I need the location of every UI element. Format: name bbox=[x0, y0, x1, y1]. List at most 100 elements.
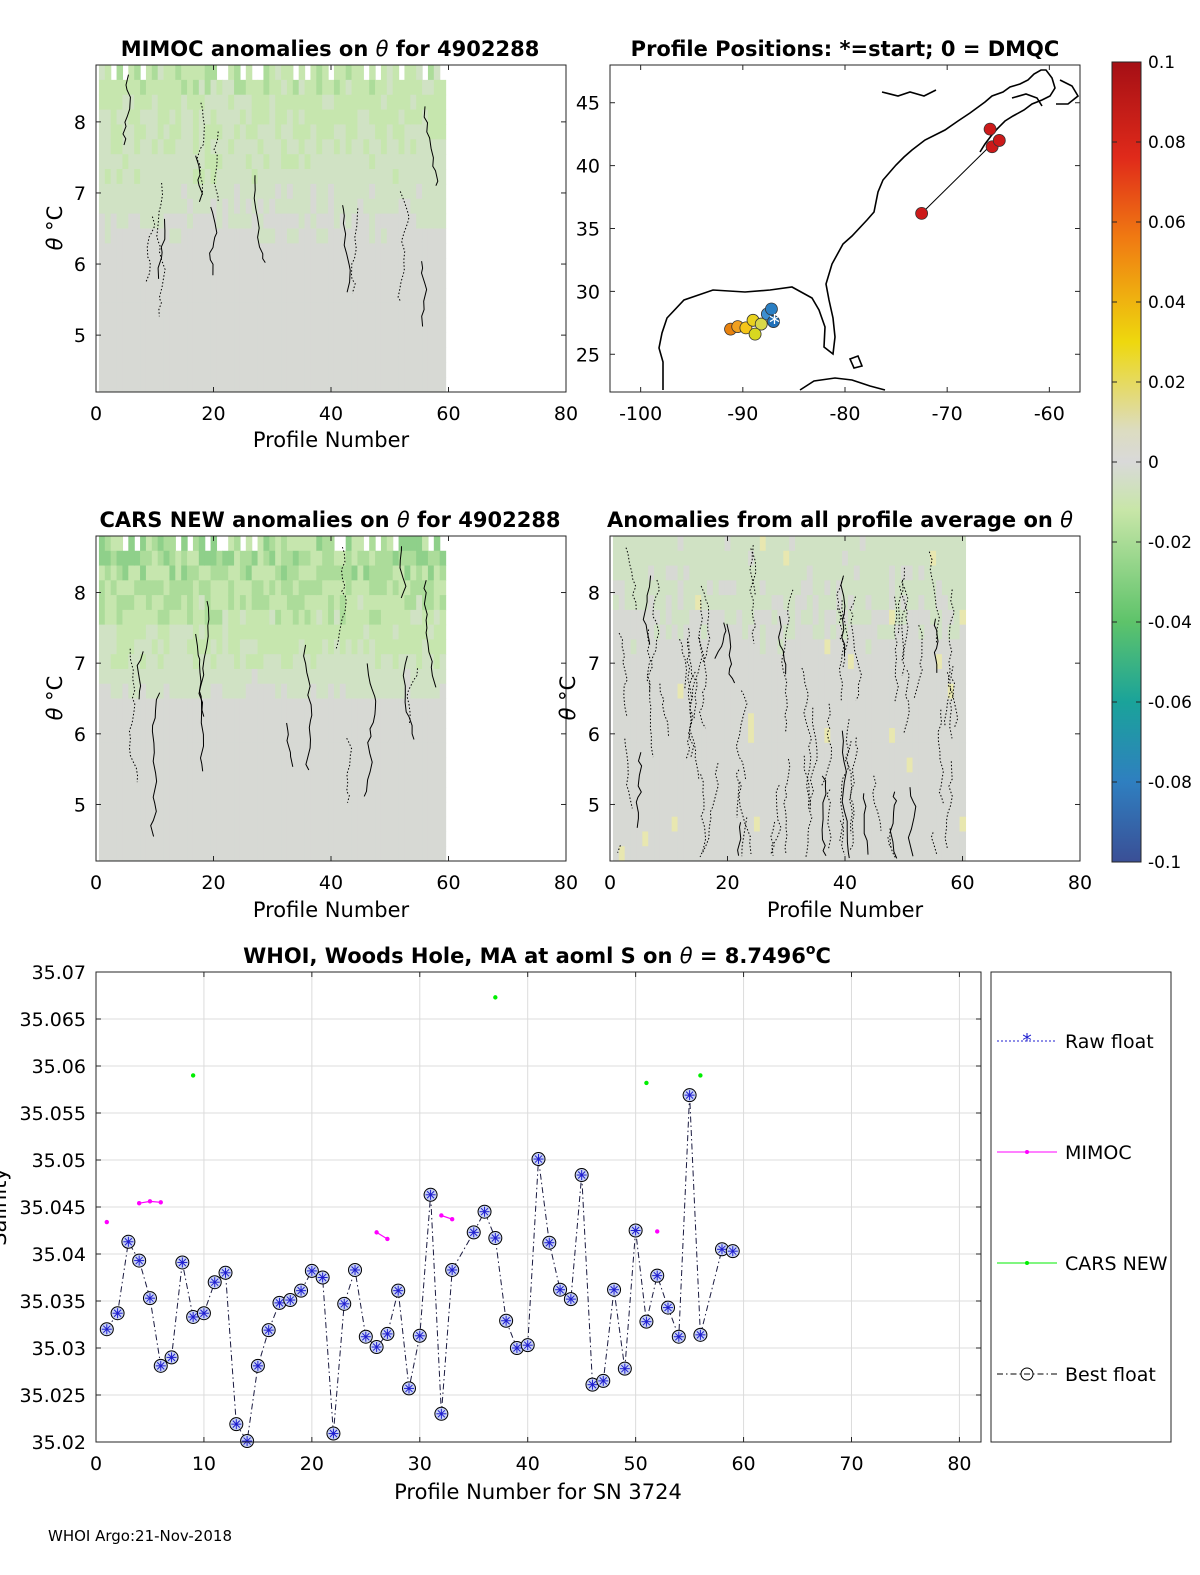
anomaly-cell bbox=[98, 624, 106, 640]
anomaly-cell bbox=[953, 801, 961, 818]
anomaly-cell bbox=[333, 565, 341, 581]
anomaly-cell bbox=[251, 243, 259, 259]
best-float-point bbox=[326, 1426, 341, 1441]
anomaly-cell bbox=[175, 109, 182, 125]
anomaly-cell bbox=[753, 846, 761, 862]
anomaly-cell bbox=[298, 624, 306, 640]
anomaly-cell bbox=[795, 698, 802, 714]
anomaly-cell bbox=[110, 332, 118, 348]
anomaly-cell bbox=[718, 742, 726, 759]
best-float-point bbox=[445, 1262, 460, 1277]
anomaly-cell bbox=[228, 124, 235, 140]
anomaly-cell bbox=[889, 757, 896, 773]
anomaly-cell bbox=[642, 742, 649, 759]
anomaly-cell bbox=[269, 772, 276, 788]
anomaly-cell bbox=[163, 273, 171, 289]
anomaly-cell bbox=[134, 698, 141, 714]
anomaly-cell bbox=[216, 831, 223, 847]
anomaly-cell bbox=[375, 565, 382, 581]
anomaly-cell bbox=[742, 595, 749, 611]
anomaly-cell bbox=[765, 757, 773, 773]
anomaly-cell bbox=[222, 816, 229, 832]
anomaly-cell bbox=[730, 698, 737, 714]
anomaly-cell bbox=[665, 846, 673, 862]
anomaly-cell bbox=[198, 816, 206, 832]
anomaly-cell bbox=[842, 683, 849, 699]
anomaly-cell bbox=[912, 728, 920, 744]
anomaly-cell bbox=[701, 668, 708, 685]
anomaly-cell bbox=[151, 624, 159, 640]
anomaly-cell bbox=[375, 169, 382, 185]
anomaly-cell bbox=[216, 258, 223, 274]
anomaly-cell bbox=[800, 565, 808, 581]
anomaly-cell bbox=[251, 287, 259, 304]
anomaly-cell bbox=[222, 183, 229, 200]
anomaly-cell bbox=[410, 816, 417, 832]
anomaly-cell bbox=[777, 831, 784, 847]
anomaly-cell bbox=[333, 273, 341, 289]
y-tick-label: 35.05 bbox=[32, 1150, 86, 1172]
anomaly-cell bbox=[316, 347, 323, 363]
contour-line bbox=[209, 206, 218, 276]
anomaly-cell bbox=[128, 816, 135, 832]
anomaly-cell bbox=[416, 139, 423, 155]
anomaly-cell bbox=[134, 683, 141, 699]
anomaly-cell bbox=[316, 302, 323, 319]
anomaly-cell bbox=[889, 801, 896, 818]
anomaly-cell bbox=[800, 536, 808, 552]
anomaly-cell bbox=[304, 377, 312, 393]
anomaly-cell bbox=[245, 728, 253, 744]
anomaly-cell bbox=[192, 831, 200, 847]
anomaly-cell bbox=[245, 124, 253, 140]
anomaly-cell bbox=[292, 287, 300, 304]
anomaly-cell bbox=[157, 698, 165, 714]
anomaly-cell bbox=[912, 668, 920, 685]
anomaly-cell bbox=[351, 169, 359, 185]
anomaly-cell bbox=[730, 831, 737, 847]
anomaly-cell bbox=[216, 79, 223, 96]
anomaly-cell bbox=[228, 154, 235, 170]
anomaly-cell bbox=[292, 183, 300, 200]
anomaly-cell bbox=[204, 139, 212, 155]
anomaly-cell bbox=[724, 639, 732, 655]
anomaly-cell bbox=[363, 550, 370, 567]
anomaly-cell bbox=[433, 698, 441, 714]
anomaly-cell bbox=[163, 595, 171, 611]
anomaly-cell bbox=[304, 683, 312, 699]
anomaly-cell bbox=[759, 772, 767, 788]
anomaly-cell bbox=[333, 728, 341, 744]
anomaly-cell bbox=[116, 728, 124, 744]
anomaly-cell bbox=[630, 757, 638, 773]
anomaly-cell bbox=[398, 609, 406, 626]
anomaly-cell bbox=[345, 139, 353, 155]
anomaly-cell bbox=[98, 183, 106, 200]
y-tick-label: 35.035 bbox=[20, 1291, 86, 1313]
anomaly-cell bbox=[706, 624, 714, 640]
anomaly-cell bbox=[918, 683, 925, 699]
anomaly-cell bbox=[800, 742, 808, 759]
anomaly-cell bbox=[924, 787, 931, 803]
anomaly-cell bbox=[140, 139, 147, 155]
anomaly-cell bbox=[836, 772, 843, 788]
anomaly-cell bbox=[163, 624, 171, 640]
anomaly-cell bbox=[192, 362, 200, 378]
anomaly-cell bbox=[263, 787, 270, 803]
anomaly-cell bbox=[192, 228, 200, 244]
anomaly-cell bbox=[386, 124, 394, 140]
anomaly-cell bbox=[900, 713, 908, 729]
anomaly-cell bbox=[906, 742, 914, 759]
anomaly-cell bbox=[924, 550, 931, 567]
anomaly-cell bbox=[140, 654, 147, 670]
anomaly-cell bbox=[777, 772, 784, 788]
anomaly-cell bbox=[941, 683, 949, 699]
anomaly-cell bbox=[216, 109, 223, 125]
anomaly-cell bbox=[257, 816, 265, 832]
anomaly-cell bbox=[433, 273, 441, 289]
anomaly-cell bbox=[228, 624, 235, 640]
anomaly-cell bbox=[281, 124, 288, 140]
anomaly-cell bbox=[427, 654, 435, 670]
anomaly-cell bbox=[386, 228, 394, 244]
anomaly-cell bbox=[257, 258, 265, 274]
anomaly-cell bbox=[116, 139, 124, 155]
anomaly-cell bbox=[654, 595, 661, 611]
